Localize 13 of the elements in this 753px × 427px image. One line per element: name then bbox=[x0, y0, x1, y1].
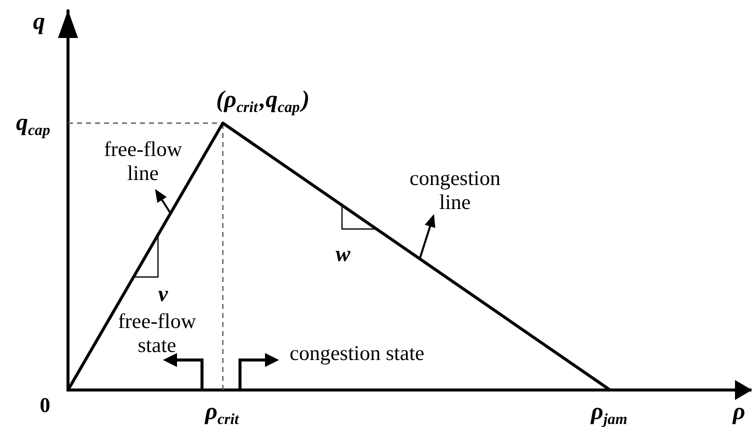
annotation: free-flow state bbox=[116, 309, 198, 357]
annotation: v bbox=[158, 281, 168, 306]
annotation: congestion state bbox=[290, 341, 424, 365]
annotation: free-flow line bbox=[102, 137, 184, 185]
annotation: q$_{cap}$ bbox=[16, 110, 52, 139]
x-tick-label: ρ$_{jam}$ bbox=[591, 399, 628, 427]
x-tick-label: ρ$_{crit}$ bbox=[205, 399, 240, 427]
text: 0 bbox=[40, 393, 50, 417]
y-axis-title: q bbox=[33, 9, 45, 35]
annotation: (ρ$_{crit}$,q$_{cap}$) bbox=[216, 87, 310, 116]
annotation: w bbox=[336, 241, 350, 266]
x-axis-title: ρ bbox=[732, 399, 746, 425]
annotation: congestion line bbox=[408, 166, 502, 214]
